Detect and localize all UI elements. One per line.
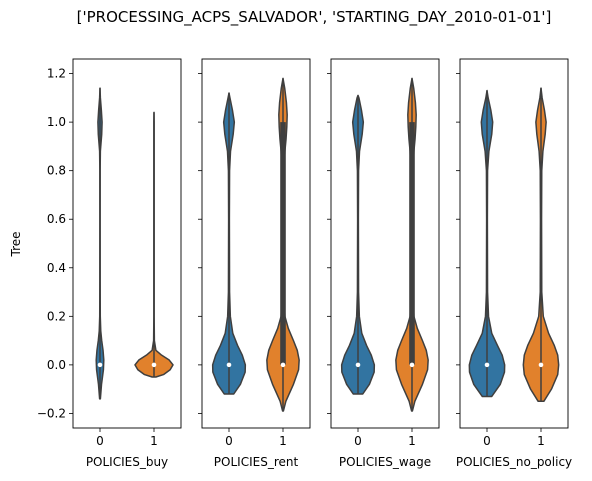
y-tick-label: 0.2 [47, 309, 66, 323]
x-tick-label: 0 [96, 434, 104, 448]
x-tick-label: 0 [354, 434, 362, 448]
x-axis-label: POLICIES_no_policy [456, 455, 572, 469]
violin-median-0 [226, 362, 232, 368]
panel-1: −0.2 0.0 0.2 0.4 0.6 0.8 1.0 1.2 0 1 POLICIES_buy [37, 58, 182, 469]
violin-iqr-1 [409, 122, 415, 365]
panel-frame [330, 58, 440, 429]
y-axis-label: Tree [9, 231, 23, 257]
violin-median-1 [409, 362, 415, 368]
panel-frame [201, 58, 311, 429]
violin-median-1 [538, 362, 544, 368]
x-axis-label: POLICIES_rent [214, 455, 299, 469]
violin-median-0 [355, 362, 361, 368]
x-tick-label: 1 [150, 434, 158, 448]
panel-4: 0 1 POLICIES_no_policy [456, 58, 572, 469]
y-tick-label: 0.4 [47, 261, 66, 275]
panel-frame [459, 58, 569, 429]
violin-median-1 [280, 362, 286, 368]
x-tick-label: 1 [408, 434, 416, 448]
y-tick-label: −0.2 [37, 406, 66, 420]
panel-frame [72, 58, 182, 429]
y-tick-label: 0.0 [47, 358, 66, 372]
x-tick-label: 1 [537, 434, 545, 448]
x-axis-label: POLICIES_wage [339, 455, 431, 469]
violin-median-0 [97, 362, 103, 368]
x-tick-label: 0 [483, 434, 491, 448]
y-tick-label: 1.0 [47, 115, 66, 129]
violin-median-1 [151, 362, 157, 368]
x-axis-label: POLICIES_buy [86, 455, 168, 469]
y-tick-label: 0.6 [47, 212, 66, 226]
violin-iqr-1 [280, 122, 286, 365]
y-tick-label: 0.8 [47, 164, 66, 178]
x-tick-label: 1 [279, 434, 287, 448]
panel-3: 0 1 POLICIES_wage [327, 58, 440, 469]
panel-2: 0 1 POLICIES_rent [198, 58, 311, 469]
figure-title: ['PROCESSING_ACPS_SALVADOR', 'STARTING_D… [77, 8, 552, 27]
y-tick-label: 1.2 [47, 67, 66, 81]
panels-group: −0.2 0.0 0.2 0.4 0.6 0.8 1.0 1.2 0 1 POLICIES_buy 0… [37, 58, 572, 469]
x-tick-label: 0 [225, 434, 233, 448]
violin-median-0 [484, 362, 490, 368]
